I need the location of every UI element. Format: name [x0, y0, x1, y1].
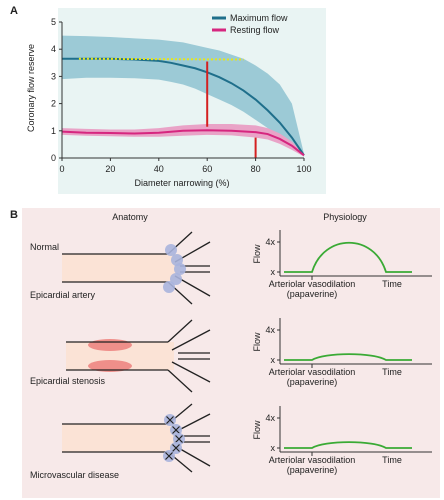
flow-axis-label: Flow: [252, 332, 262, 352]
x-label-vasodilation: Arteriolar vasodilation: [269, 455, 356, 465]
occlusion-mark-icon: [175, 435, 183, 443]
label-normal: Normal: [30, 242, 59, 252]
panel-a-letter: A: [10, 5, 18, 17]
occlusion-mark-icon: [165, 452, 173, 460]
resting-flow-line: [61, 129, 305, 157]
anatomy-microvascular: [62, 403, 211, 473]
tick-label-4x: 4x: [265, 413, 275, 423]
y-tick-label: 2: [51, 99, 56, 109]
physiology-plot-microvascular: 4x x Flow Arteriolar vasodilation(papaverin…: [252, 406, 432, 475]
arteriole-node: [165, 244, 177, 256]
x-label-time: Time: [382, 279, 402, 289]
x-label-vasodilation: Arteriolar vasodilation: [269, 367, 356, 377]
y-tick-label: 0: [51, 153, 56, 163]
x-label-papaverine: (papaverine): [287, 465, 338, 475]
stenosis-plaque-bottom: [88, 360, 132, 372]
microvascular-nodes: [163, 414, 185, 462]
x-axis-title: Diameter narrowing (%): [134, 178, 229, 188]
x-tick-label: 100: [296, 164, 311, 174]
y-tick-label: 1: [51, 126, 56, 136]
occlusion-mark-icon: [172, 426, 180, 434]
flow-curve: [284, 353, 412, 361]
legend: Maximum flow Resting flow: [212, 13, 288, 35]
y-tick-label: 3: [51, 71, 56, 81]
x-tick-label: 80: [251, 164, 261, 174]
flow-curve: [284, 241, 412, 273]
max-flow-band: [62, 35, 304, 157]
x-label-papaverine: (papaverine): [287, 377, 338, 387]
label-epicardial-stenosis: Epicardial stenosis: [30, 376, 106, 386]
chart-area: [61, 35, 305, 158]
label-microvascular-disease: Microvascular disease: [30, 470, 119, 480]
x-tick-label: 0: [59, 164, 64, 174]
y-tick-label: 4: [51, 44, 56, 54]
x-tick-label: 20: [105, 164, 115, 174]
x-ticks: 0 20 40 60 80 100: [59, 158, 312, 174]
physiology-plot-stenosis: 4x x Flow Arteriolar vasodilation(papaverin…: [252, 318, 432, 387]
y-ticks: 0 1 2 3 4 5: [51, 17, 62, 163]
x-label-time: Time: [382, 455, 402, 465]
flow-axis-label: Flow: [252, 420, 262, 440]
occlusion-mark-icon: [172, 444, 180, 452]
stenosis-plaque-top: [88, 339, 132, 351]
tick-label-x: x: [271, 267, 276, 277]
x-label-papaverine: (papaverine): [287, 289, 338, 299]
x-tick-label: 60: [202, 164, 212, 174]
anatomy-stenosis: [66, 319, 211, 393]
anatomy-header: Anatomy: [112, 212, 148, 222]
legend-label-resting: Resting flow: [230, 25, 280, 35]
tick-label-4x: 4x: [265, 325, 275, 335]
arteriole-node: [174, 263, 186, 275]
tick-label-x: x: [271, 443, 276, 453]
arteriole-node: [170, 273, 182, 285]
arteriole-node: [163, 281, 175, 293]
x-tick-label: 40: [154, 164, 164, 174]
flow-curve: [284, 441, 412, 449]
tick-label-x: x: [271, 355, 276, 365]
label-epicardial-artery: Epicardial artery: [30, 290, 96, 300]
yellow-dotted-line: [78, 57, 244, 61]
x-label-time: Time: [382, 367, 402, 377]
y-tick-label: 5: [51, 17, 56, 27]
y-axis-title: Coronary flow reserve: [26, 44, 36, 132]
legend-label-max: Maximum flow: [230, 13, 288, 23]
anatomy-normal: [62, 231, 211, 305]
tick-label-4x: 4x: [265, 237, 275, 247]
flow-axis-label: Flow: [252, 244, 262, 264]
occlusion-mark-icon: [166, 416, 174, 424]
physiology-header: Physiology: [323, 212, 367, 222]
physiology-plot-normal: 4x x Flow Arteriolar vasodilation(papaverin…: [252, 230, 432, 299]
x-label-vasodilation: Arteriolar vasodilation: [269, 279, 356, 289]
panel-b-letter: B: [10, 209, 18, 221]
